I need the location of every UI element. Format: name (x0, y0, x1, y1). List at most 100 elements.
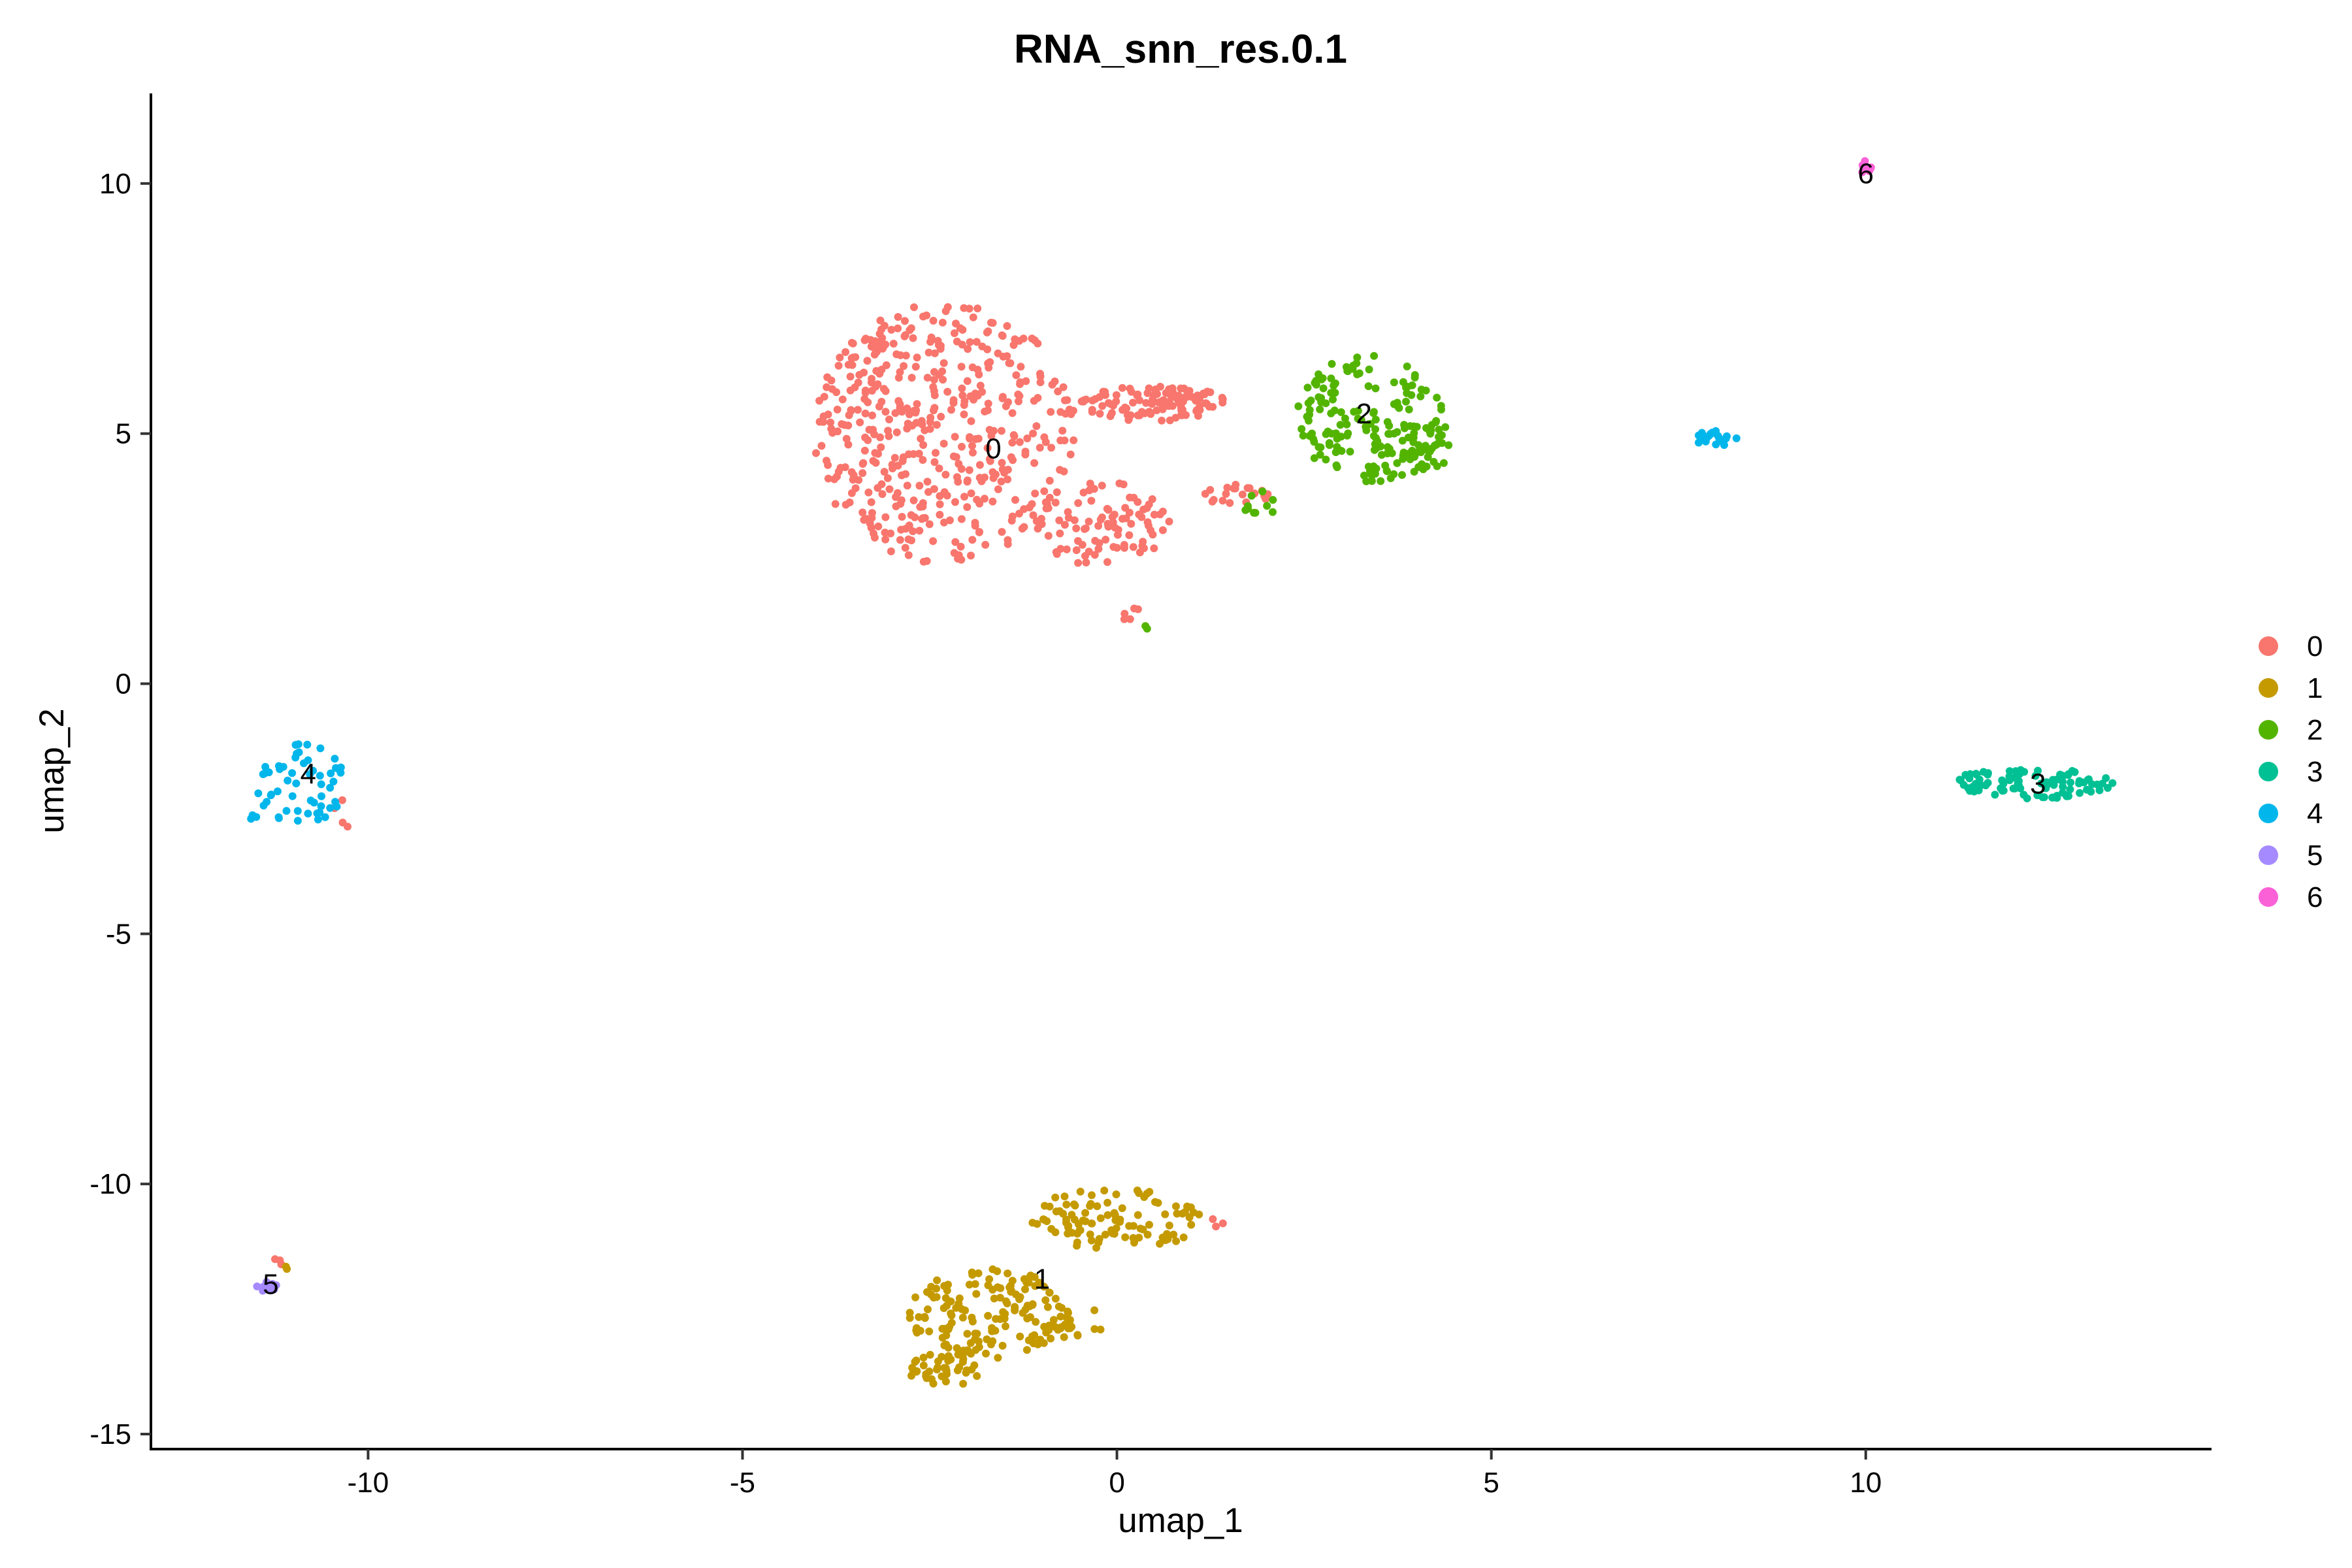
x-tick-label: 0 (1109, 1467, 1124, 1499)
data-point-cluster-1 (1073, 1238, 1081, 1247)
data-point-cluster-0 (1047, 444, 1056, 452)
data-point-cluster-4 (309, 766, 317, 775)
data-point-cluster-0 (930, 349, 939, 357)
data-point-cluster-0 (881, 408, 890, 416)
data-point-cluster-0 (845, 498, 854, 506)
data-point-cluster-2 (1322, 455, 1330, 464)
data-point-cluster-2 (1303, 384, 1312, 392)
cluster-label-6: 6 (1858, 158, 1874, 190)
data-point-cluster-1 (1139, 1225, 1147, 1233)
data-point-cluster-0 (967, 417, 975, 425)
data-point-cluster-0 (858, 469, 867, 478)
legend-label-6: 6 (2307, 881, 2323, 913)
data-point-cluster-3 (2042, 784, 2050, 792)
data-point-cluster-1 (1112, 1190, 1120, 1199)
data-point-cluster-0 (824, 474, 832, 483)
legend-key-6 (2259, 887, 2278, 907)
data-point-cluster-0 (1030, 459, 1039, 467)
data-point-cluster-0 (1196, 402, 1204, 410)
data-point-cluster-0 (887, 547, 895, 555)
data-point-cluster-0 (1017, 363, 1025, 371)
data-point-cluster-0 (1164, 401, 1172, 410)
data-point-cluster-0 (932, 449, 939, 457)
data-point-cluster-1 (912, 1324, 921, 1332)
data-point-cluster-0 (900, 362, 908, 370)
data-point-cluster-0 (935, 465, 943, 472)
data-point-cluster-1 (1133, 1186, 1141, 1195)
data-point-cluster-0 (963, 377, 972, 385)
y-tick-label: -5 (106, 918, 131, 950)
data-point-cluster-3 (2066, 785, 2074, 794)
data-point-cluster-1 (938, 1352, 946, 1361)
data-point-cluster-1 (922, 1372, 930, 1380)
data-point-cluster-0 (965, 466, 973, 474)
data-point-cluster-0 (1045, 493, 1054, 502)
data-point-cluster-2 (1422, 386, 1430, 395)
data-point-cluster-0 (917, 434, 925, 443)
legend-key-5 (2259, 845, 2278, 865)
data-point-cluster-0 (1212, 1222, 1220, 1231)
points-layer (247, 157, 2117, 1388)
data-point-cluster-0 (981, 540, 990, 549)
data-point-cluster-1 (1062, 1200, 1071, 1209)
data-point-cluster-0 (930, 458, 939, 466)
data-point-cluster-1 (966, 1339, 975, 1347)
data-point-cluster-0 (1139, 538, 1147, 546)
data-point-cluster-2 (1403, 362, 1411, 370)
data-point-cluster-0 (1150, 544, 1158, 553)
data-point-cluster-1 (1062, 1218, 1070, 1227)
data-point-cluster-2 (1269, 496, 1277, 504)
data-point-cluster-0 (1129, 399, 1137, 407)
data-point-cluster-0 (1003, 322, 1011, 330)
data-point-cluster-0 (875, 329, 884, 338)
data-point-cluster-1 (911, 1293, 920, 1301)
data-point-cluster-1 (971, 1280, 979, 1288)
data-point-cluster-1 (1173, 1209, 1181, 1218)
data-point-cluster-0 (879, 344, 887, 352)
data-point-cluster-0 (831, 500, 840, 508)
data-point-cluster-0 (1088, 408, 1096, 416)
data-point-cluster-2 (1354, 406, 1362, 415)
y-tick-label: 10 (99, 168, 131, 200)
data-point-cluster-2 (1383, 417, 1392, 426)
data-point-cluster-1 (1028, 1332, 1036, 1341)
data-point-cluster-0 (968, 536, 977, 544)
data-point-cluster-0 (874, 380, 882, 389)
data-point-cluster-1 (1086, 1230, 1094, 1239)
data-point-cluster-2 (1353, 353, 1362, 362)
data-point-cluster-0 (958, 442, 966, 451)
data-point-cluster-0 (902, 470, 909, 478)
data-point-cluster-4 (306, 796, 315, 805)
data-point-cluster-5 (262, 1278, 270, 1286)
data-point-cluster-0 (911, 363, 920, 371)
data-point-cluster-0 (924, 488, 932, 496)
data-point-cluster-2 (1343, 420, 1351, 429)
data-point-cluster-1 (933, 1276, 941, 1284)
data-point-cluster-1 (1111, 1216, 1120, 1224)
data-point-cluster-4 (261, 762, 270, 771)
data-point-cluster-2 (1244, 504, 1252, 513)
data-point-cluster-0 (1139, 505, 1148, 514)
data-point-cluster-3 (1984, 779, 1992, 787)
data-point-cluster-2 (1337, 408, 1345, 416)
data-point-cluster-0 (881, 535, 890, 544)
data-point-cluster-0 (885, 485, 894, 493)
data-point-cluster-2 (1445, 441, 1453, 449)
data-point-cluster-1 (1092, 1243, 1100, 1252)
data-point-cluster-1 (1195, 1210, 1203, 1218)
cluster-label-1: 1 (1034, 1264, 1050, 1296)
data-point-cluster-0 (868, 374, 876, 383)
data-point-cluster-3 (2049, 793, 2057, 802)
data-point-cluster-1 (1151, 1198, 1159, 1206)
data-point-cluster-4 (1732, 434, 1740, 442)
data-point-cluster-2 (1433, 440, 1442, 448)
data-point-cluster-0 (902, 351, 910, 360)
data-point-cluster-1 (1021, 1285, 1029, 1294)
data-point-cluster-1 (959, 1380, 968, 1388)
data-point-cluster-1 (987, 1340, 995, 1348)
data-point-cluster-0 (1054, 387, 1062, 396)
data-point-cluster-2 (1371, 384, 1380, 393)
data-point-cluster-0 (1078, 540, 1086, 549)
data-point-cluster-0 (1016, 380, 1024, 388)
data-point-cluster-1 (985, 1275, 994, 1283)
